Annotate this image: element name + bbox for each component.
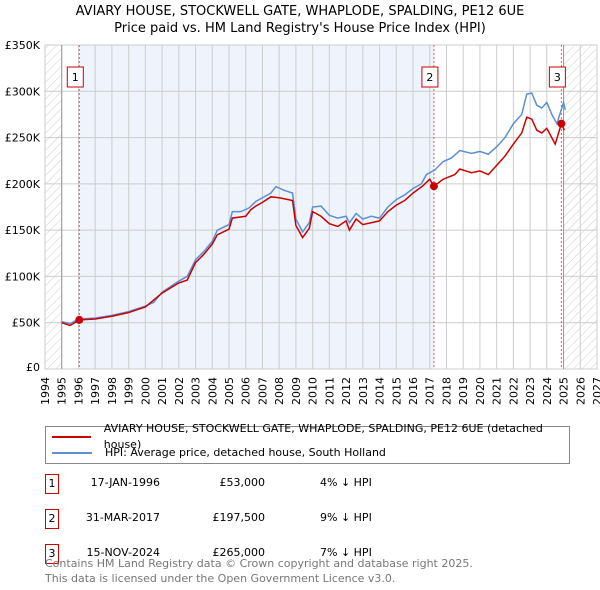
x-tick-label: 1997 bbox=[89, 377, 102, 405]
x-tick-label: 2018 bbox=[440, 377, 453, 405]
sale-hpi-diff: 7% ↓ HPI bbox=[320, 546, 372, 559]
x-tick-label: 2023 bbox=[524, 377, 537, 405]
x-tick-label: 2019 bbox=[457, 377, 470, 405]
sale-date: 31-MAR-2017 bbox=[85, 511, 160, 524]
x-tick-label: 2015 bbox=[390, 377, 403, 405]
x-tick-label: 2010 bbox=[307, 377, 320, 405]
x-tick-label: 2003 bbox=[190, 377, 203, 405]
x-tick-label: 2007 bbox=[256, 377, 269, 405]
x-tick-label: 2016 bbox=[407, 377, 420, 405]
x-tick-label: 1996 bbox=[72, 377, 85, 405]
sale-price: £265,000 bbox=[212, 546, 266, 559]
sale-number-badge: 2 bbox=[45, 509, 59, 529]
y-tick-label: £350K bbox=[5, 39, 41, 52]
sale-number-badge: 1 bbox=[45, 474, 59, 494]
sale-hpi-diff: 9% ↓ HPI bbox=[320, 511, 372, 524]
x-tick-label: 2000 bbox=[139, 377, 152, 405]
x-tick-label: 2027 bbox=[591, 377, 600, 405]
x-tick-label: 2008 bbox=[273, 377, 286, 405]
x-tick-label: 1998 bbox=[106, 377, 119, 405]
sale-price: £197,500 bbox=[212, 511, 266, 524]
footer-line-1: Contains HM Land Registry data © Crown c… bbox=[45, 557, 473, 570]
sale-point bbox=[429, 182, 438, 191]
hatch-before bbox=[45, 45, 62, 369]
chart-subtitle: Price paid vs. HM Land Registry's House … bbox=[114, 21, 486, 36]
y-tick-label: £50K bbox=[12, 317, 41, 330]
price-chart: 1994 1995 1996 1997 1998 1999 2000 2001 2002 2003… bbox=[5, 39, 600, 405]
y-tick-label: £250K bbox=[5, 132, 41, 145]
sale-number-badge: 3 bbox=[45, 544, 59, 564]
x-tick-label: 2021 bbox=[491, 377, 504, 405]
chart-title: AVIARY HOUSE, STOCKWELL GATE, WHAPLODE, … bbox=[75, 4, 525, 19]
legend: AVIARY HOUSE, STOCKWELL GATE, WHAPLODE, … bbox=[45, 422, 570, 464]
legend-property: AVIARY HOUSE, STOCKWELL GATE, WHAPLODE, … bbox=[103, 422, 543, 451]
x-tick-label: 2005 bbox=[223, 377, 236, 405]
y-tick-label: £150K bbox=[5, 224, 41, 237]
ownership-shade bbox=[79, 45, 434, 369]
legend-red-line bbox=[52, 436, 91, 438]
sale-label: 3 bbox=[554, 71, 561, 84]
x-tick-label: 2011 bbox=[323, 377, 336, 405]
y-tick-label: £0 bbox=[26, 361, 40, 374]
x-tick-label: 2013 bbox=[357, 377, 370, 405]
sale-label-box bbox=[548, 66, 566, 88]
sale-label-box bbox=[421, 66, 439, 88]
x-tick-label: 2026 bbox=[574, 377, 587, 405]
y-tick-label: £100K bbox=[5, 270, 41, 283]
x-tick-label: 2014 bbox=[374, 377, 387, 405]
x-tick-label: 2020 bbox=[474, 377, 487, 405]
sale-label-box bbox=[66, 66, 84, 88]
x-tick-label: 2017 bbox=[424, 377, 437, 405]
x-tick-label: 2024 bbox=[541, 377, 554, 405]
sale-point bbox=[75, 315, 84, 324]
hpi-line bbox=[61, 92, 566, 325]
sale-hpi-diff: 4% ↓ HPI bbox=[320, 476, 372, 489]
sale-price: £53,000 bbox=[219, 476, 266, 489]
legend-hpi: HPI: Average price, detached house, Sout… bbox=[105, 446, 386, 459]
x-tick-label: 1994 bbox=[39, 377, 52, 405]
sale-label: 1 bbox=[72, 71, 79, 84]
x-tick-label: 1995 bbox=[56, 377, 69, 405]
sale-date: 15-NOV-2024 bbox=[86, 546, 160, 559]
x-tick-label: 2022 bbox=[507, 377, 520, 405]
y-tick-label: £200K bbox=[5, 178, 41, 191]
x-tick-label: 2025 bbox=[558, 377, 571, 405]
legend-blue-line bbox=[52, 452, 92, 454]
x-tick-label: 2006 bbox=[240, 377, 253, 405]
footer-line-2: This data is licensed under the Open Gov… bbox=[45, 572, 396, 585]
x-tick-label: 2009 bbox=[290, 377, 303, 405]
y-tick-label: £300K bbox=[5, 85, 41, 98]
x-tick-label: 2001 bbox=[156, 377, 169, 405]
sale-date: 17-JAN-1996 bbox=[90, 476, 160, 489]
x-tick-label: 1999 bbox=[123, 377, 136, 405]
sale-label: 2 bbox=[426, 71, 433, 84]
x-tick-label: 2004 bbox=[206, 377, 219, 405]
x-tick-label: 2012 bbox=[340, 377, 353, 405]
sale-point bbox=[557, 119, 566, 128]
property-price-line bbox=[61, 116, 566, 327]
x-tick-label: 2002 bbox=[173, 377, 186, 405]
